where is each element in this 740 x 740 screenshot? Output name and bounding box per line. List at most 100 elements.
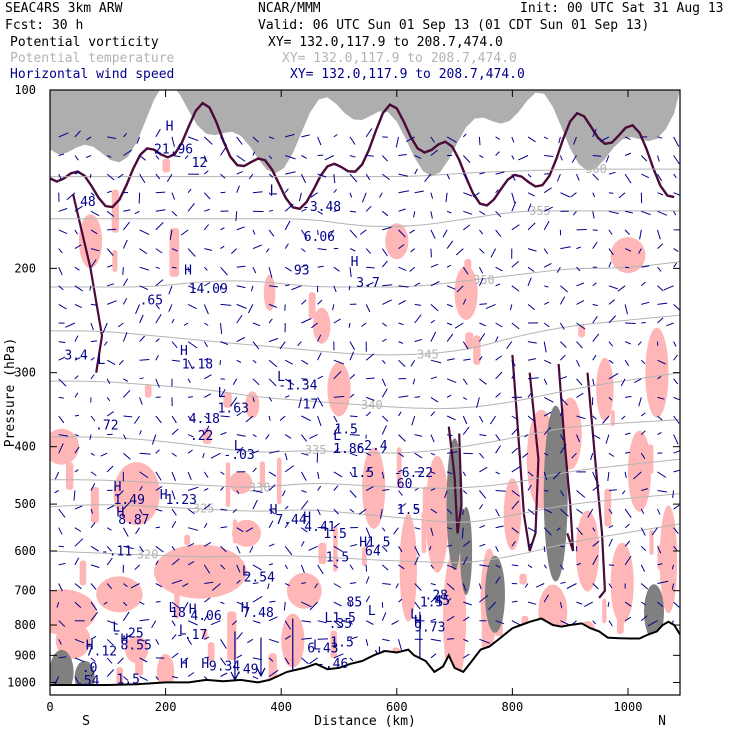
wind-vector-314 <box>220 389 226 398</box>
wind-vector-831 <box>511 372 515 380</box>
wind-vector-65 <box>90 229 98 235</box>
wind-vector-222 <box>171 359 181 362</box>
wind-vector-1085 <box>647 620 658 627</box>
wind-vector-955 <box>592 211 595 219</box>
wind-vector-88 <box>90 657 96 662</box>
wind-vector-1000 <box>608 538 613 547</box>
wind-vector-523 <box>333 426 339 435</box>
annotation-label: H <box>160 488 168 503</box>
pv-contour-3 <box>586 372 607 599</box>
stratosphere-shade <box>50 90 680 177</box>
wind-vector-806 <box>489 415 497 425</box>
annotation-label: L <box>97 353 105 368</box>
wind-vector-908 <box>560 341 567 348</box>
wind-vector-655 <box>410 248 416 253</box>
wind-vector-256 <box>187 434 194 438</box>
wind-vector-834 <box>511 428 518 435</box>
wind-vector-289 <box>204 487 209 491</box>
wind-vector-453 <box>301 208 307 212</box>
wind-vector-346 <box>236 434 246 437</box>
wind-vector-467 <box>300 471 307 481</box>
wind-vector-516 <box>332 304 335 311</box>
wind-vector-891 <box>543 508 553 514</box>
wind-vector-356 <box>231 620 238 626</box>
pv-core-1 <box>446 438 463 571</box>
wind-vector-1079 <box>657 508 661 515</box>
wind-vector-647 <box>391 620 399 625</box>
wind-vector-631 <box>398 322 404 326</box>
wind-vector-249 <box>187 303 197 310</box>
wind-vector-966 <box>592 415 597 420</box>
wind-vector-624 <box>398 190 410 194</box>
wind-vector-776 <box>479 378 487 385</box>
wind-vector-9 <box>58 303 67 310</box>
wind-vector-164 <box>139 397 143 405</box>
wind-vector-921 <box>560 581 566 584</box>
wind-vector-1011 <box>624 248 632 252</box>
pv-shade-4 <box>96 576 143 613</box>
wind-vector-653 <box>413 211 416 218</box>
wind-vector-434 <box>285 395 290 398</box>
wind-vector-323 <box>220 564 226 570</box>
wind-vector-357 <box>236 632 243 640</box>
wind-vector-398 <box>269 285 278 288</box>
wind-vector-351 <box>236 527 244 533</box>
pv-shade-streak-23 <box>65 462 74 490</box>
wind-vector-43 <box>74 375 79 380</box>
wind-vector-341 <box>236 337 246 343</box>
wind-vector-1017 <box>624 359 630 367</box>
wind-vector-552 <box>349 434 360 436</box>
wind-vector-1038 <box>638 248 642 254</box>
wind-vector-685 <box>430 281 440 287</box>
annotation-label: -.17 <box>176 628 207 643</box>
wind-vector-934 <box>576 322 586 330</box>
wind-vector-935 <box>576 341 583 349</box>
wind-vector-276 <box>204 248 213 251</box>
wind-vector-1018 <box>620 378 626 387</box>
wind-vector-761 <box>463 638 469 642</box>
wind-vector-174 <box>130 583 140 589</box>
wind-vector-405 <box>268 415 271 421</box>
wind-vector-725 <box>444 490 448 499</box>
wind-vector-119 <box>106 669 115 677</box>
wind-vector-980 <box>608 171 616 175</box>
wind-vector-719 <box>446 378 457 384</box>
pv-shade-25 <box>610 542 634 624</box>
wind-vector-1107 <box>673 527 679 535</box>
wind-vector-373 <box>252 378 260 386</box>
wind-vector-469 <box>301 500 309 510</box>
annotation-label: 85 <box>347 596 363 611</box>
wind-vector-1092 <box>673 248 679 253</box>
wind-vector-1106 <box>673 504 680 510</box>
wind-vector-637 <box>398 434 406 442</box>
wind-vector-379 <box>252 490 263 493</box>
wind-vector-835 <box>511 447 519 454</box>
wind-vector-142 <box>123 545 134 550</box>
wind-vector-80 <box>90 508 94 514</box>
wind-vector-771 <box>478 277 484 287</box>
annotation-label: 6.43 <box>307 642 338 657</box>
wind-vector-273 <box>203 192 211 200</box>
wind-vector-238 <box>171 652 179 659</box>
wind-vector-909 <box>560 354 566 361</box>
wind-vector-32 <box>74 171 81 175</box>
wind-vector-799 <box>495 283 501 287</box>
wind-vector-1066 <box>657 266 662 272</box>
wind-vector-296 <box>203 614 209 621</box>
wind-vector-325 <box>220 601 225 605</box>
wind-vector-985 <box>608 261 612 268</box>
wind-vector-316 <box>220 432 227 436</box>
wind-vector-140 <box>123 501 131 510</box>
y-tick-label: 900 <box>14 648 36 662</box>
wind-vector-904 <box>556 266 561 273</box>
wind-vector-277 <box>203 266 208 271</box>
wind-vector-645 <box>395 583 399 589</box>
wind-vector-643 <box>398 546 403 553</box>
annotation-label: 1.49 <box>114 493 145 508</box>
wind-vector-762 <box>463 653 470 659</box>
wind-vector-63 <box>90 192 95 197</box>
wind-vector-320 <box>220 508 228 511</box>
annotation-label: 4.41 <box>304 520 335 535</box>
wind-vector-1048 <box>640 430 646 435</box>
wind-vector-995 <box>608 452 615 457</box>
